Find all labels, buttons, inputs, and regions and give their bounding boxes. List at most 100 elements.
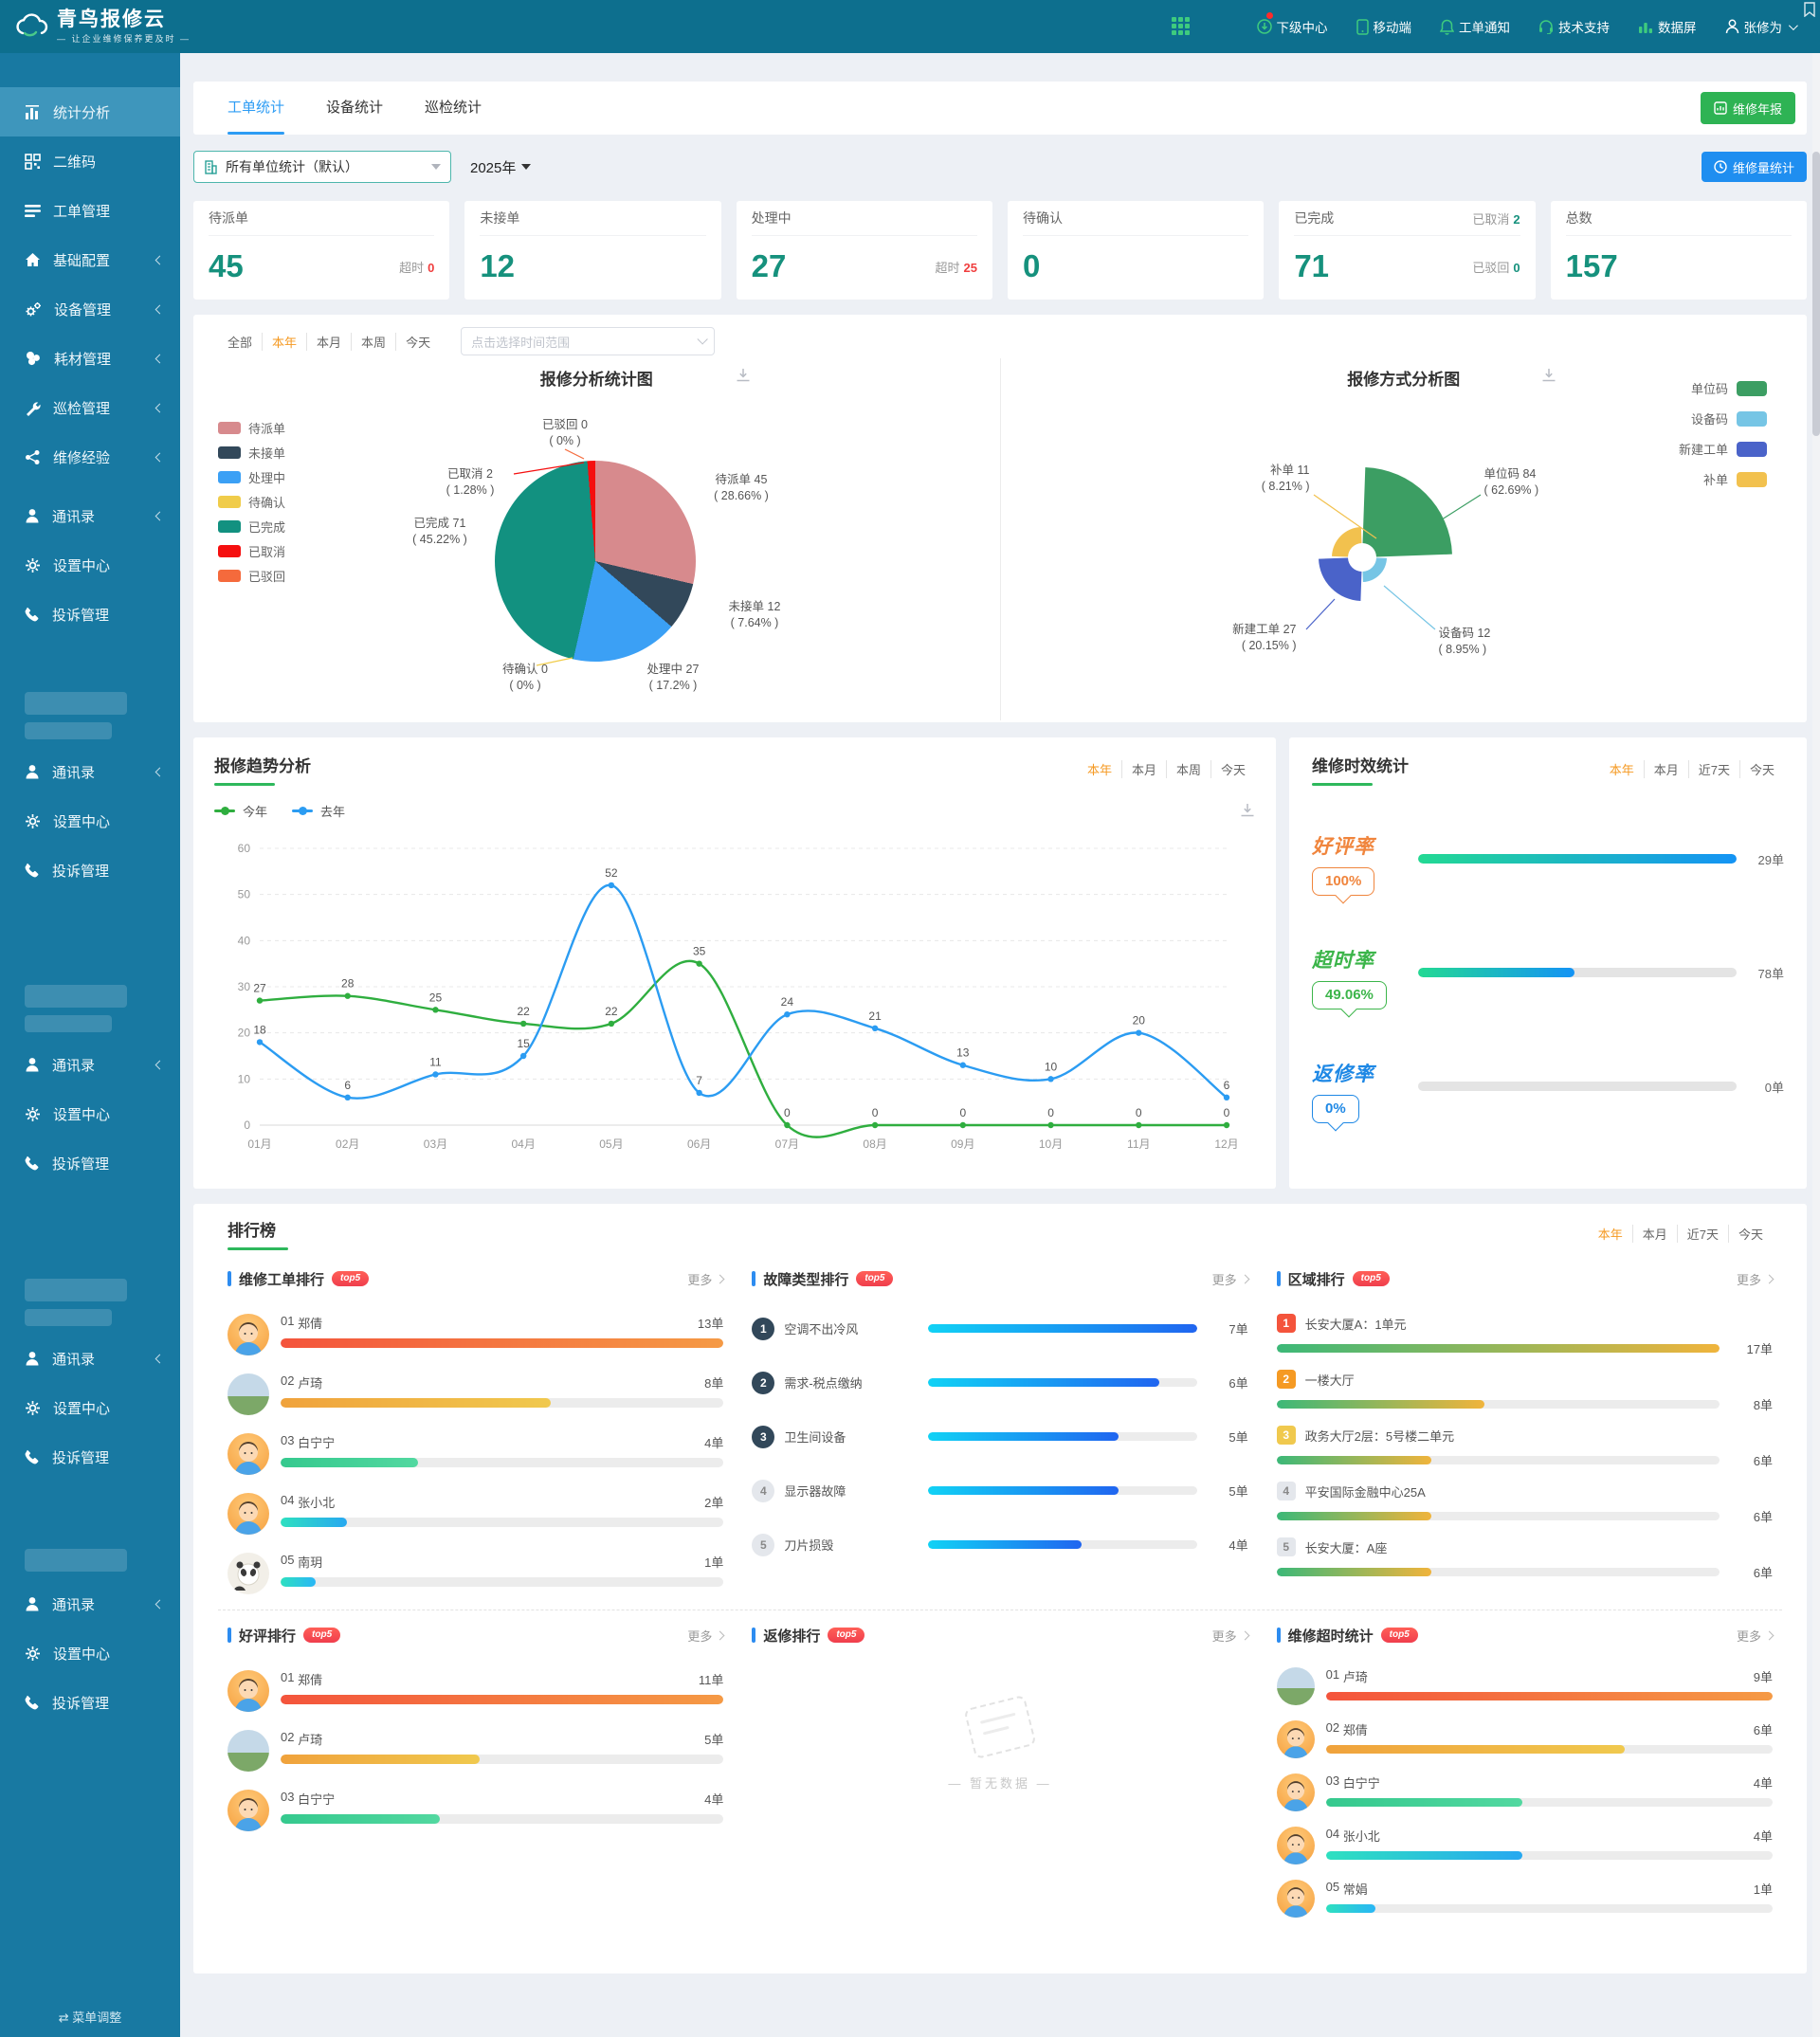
sidebar-item-complaints[interactable]: 投诉管理 (0, 590, 180, 639)
sidebar-item-settings[interactable]: 设置中心 (0, 1383, 180, 1432)
sidebar-item-contacts[interactable]: 通讯录 (0, 1040, 180, 1089)
sidebar-item-contacts[interactable]: 通讯录 (0, 1579, 180, 1628)
metric-bar-track (1418, 968, 1737, 977)
filter-today[interactable]: 今天 (1210, 760, 1255, 778)
year-select[interactable]: 2025年 (470, 157, 532, 177)
sidebar-item-settings[interactable]: 设置中心 (0, 796, 180, 846)
legend-item[interactable]: 待派单 (218, 419, 285, 437)
sidebar-item-inspection[interactable]: 巡检管理 (0, 383, 180, 432)
date-range-input[interactable]: 点击选择时间范围 (461, 327, 716, 355)
legend-item[interactable]: 去年 (292, 802, 345, 820)
sidebar-item-materials[interactable]: 耗材管理 (0, 334, 180, 383)
more-link[interactable]: 更多 (687, 1270, 725, 1288)
filter-this-year[interactable]: 本年 (262, 332, 306, 351)
download-icon[interactable] (1240, 803, 1255, 818)
volume-stats-button[interactable]: 维修量统计 (1701, 152, 1807, 182)
tab-device-stats[interactable]: 设备统计 (326, 100, 384, 116)
ranking-bar-track (281, 1398, 724, 1408)
apps-grid-icon[interactable] (1171, 17, 1191, 36)
ranking-bar-fill (281, 1577, 317, 1587)
sidebar-item-contacts[interactable]: 通讯录 (0, 1334, 180, 1383)
ranking-bar-track (281, 1755, 724, 1764)
ranking-bar-track (281, 1577, 724, 1587)
chevron-right-icon (1764, 1630, 1774, 1640)
legend-item[interactable]: 处理中 (218, 468, 285, 486)
corner-flag-icon[interactable] (1803, 2, 1816, 17)
legend-item[interactable]: 新建工单 (1679, 440, 1767, 458)
more-link[interactable]: 更多 (1737, 1270, 1774, 1288)
sidebar-item-settings[interactable]: 设置中心 (0, 1628, 180, 1678)
filter-today[interactable]: 今天 (395, 332, 440, 351)
legend-item[interactable]: 已完成 (218, 518, 285, 536)
download-icon[interactable] (1541, 368, 1556, 383)
legend-item[interactable]: 未接单 (218, 444, 285, 462)
annual-report-button[interactable]: 维修年报 (1700, 92, 1795, 124)
sidebar-item-settings[interactable]: 设置中心 (0, 1089, 180, 1138)
trend-line-chart[interactable]: 0 10 20 30 40 50 60 01月 02月 03月 04月 05月 06月 07月 08月 09月… (214, 826, 1255, 1164)
chevron-icon (155, 1060, 165, 1069)
legend-item[interactable]: 设备码 (1679, 409, 1767, 427)
filter-this-month[interactable]: 本月 (1631, 1225, 1677, 1243)
filter-this-month[interactable]: 本月 (1643, 760, 1688, 778)
legend-item[interactable]: 今年 (214, 802, 267, 820)
filter-this-year[interactable]: 本年 (1597, 1228, 1623, 1242)
filter-this-week[interactable]: 本周 (1165, 760, 1210, 778)
legend-item[interactable]: 单位码 (1679, 379, 1767, 397)
analysis-pie[interactable] (495, 461, 696, 662)
legend-item[interactable]: 已驳回 (218, 567, 285, 585)
nav-order-notify[interactable]: 工单通知 (1440, 17, 1510, 36)
filter-today[interactable]: 今天 (1727, 1225, 1773, 1243)
filter-this-week[interactable]: 本周 (351, 332, 395, 351)
filter-last-7-days[interactable]: 近7天 (1687, 760, 1739, 778)
filter-this-year[interactable]: 本年 (1086, 763, 1112, 777)
legend-item[interactable]: 补单 (1679, 470, 1767, 488)
sidebar-item-settings[interactable]: 设置中心 (0, 540, 180, 590)
filter-this-year[interactable]: 本年 (1609, 763, 1634, 777)
nav-tech-support[interactable]: 技术支持 (1538, 17, 1610, 36)
svg-text:24: 24 (781, 995, 794, 1009)
user-menu[interactable]: 张修为 (1725, 17, 1798, 36)
more-link[interactable]: 更多 (1212, 1270, 1250, 1288)
sidebar-item-complaints[interactable]: 投诉管理 (0, 846, 180, 895)
tab-inspection-stats[interactable]: 巡检统计 (425, 100, 482, 116)
filter-last-7-days[interactable]: 近7天 (1676, 1225, 1728, 1243)
more-link[interactable]: 更多 (1212, 1627, 1250, 1645)
ranking-row: 4 显示器故障 5单 (752, 1464, 1248, 1518)
sidebar-item-experience[interactable]: 维修经验 (0, 432, 180, 482)
svg-text:03月: 03月 (424, 1137, 447, 1151)
sidebar-item-statistics[interactable]: 统计分析 (0, 87, 180, 136)
filter-all[interactable]: 全部 (228, 335, 253, 350)
sidebar-item-qrcode[interactable]: 二维码 (0, 136, 180, 186)
download-icon[interactable] (736, 368, 751, 383)
svg-text:6: 6 (1224, 1079, 1230, 1092)
app-logo[interactable]: 青鸟报修云 — 让企业维修保养更及时 — (0, 9, 218, 45)
nav-data-screen[interactable]: 数据屏 (1638, 17, 1697, 36)
unit-filter-select[interactable]: 所有单位统计（默认） (193, 151, 451, 183)
legend-item[interactable]: 待确认 (218, 493, 285, 511)
filter-today[interactable]: 今天 (1738, 760, 1784, 778)
more-link[interactable]: 更多 (687, 1627, 725, 1645)
nav-mobile[interactable]: 移动端 (1356, 17, 1411, 36)
filter-this-month[interactable]: 本月 (306, 332, 351, 351)
sidebar-item-complaints[interactable]: 投诉管理 (0, 1432, 180, 1482)
sidebar-item-orders[interactable]: 工单管理 (0, 186, 180, 235)
avatar (228, 1730, 269, 1772)
sidebar-item-contacts[interactable]: 通讯录 (0, 491, 180, 540)
sidebar-item-basic-config[interactable]: 基础配置 (0, 235, 180, 284)
sidebar-item-complaints[interactable]: 投诉管理 (0, 1138, 180, 1188)
nav-sub-center[interactable]: 下级中心 (1256, 12, 1328, 36)
menu-adjust-button[interactable]: ⇄ 菜单调整 (58, 2010, 122, 2025)
ranking-bar-fill (1325, 1904, 1375, 1913)
stat-value: 71 (1294, 248, 1330, 283)
scrollbar-thumb[interactable] (1812, 152, 1820, 436)
time-filter: 全部 本年 本月 本周 今天 点击选择时间范围 (193, 326, 1807, 356)
filter-this-month[interactable]: 本月 (1120, 760, 1166, 778)
ranking-row: 4 平安国际金融中心25A 6单 (1276, 1482, 1773, 1525)
more-link[interactable]: 更多 (1737, 1627, 1774, 1645)
tab-order-stats[interactable]: 工单统计 (228, 82, 285, 135)
legend-item[interactable]: 已取消 (218, 542, 285, 560)
sidebar-item-complaints[interactable]: 投诉管理 (0, 1678, 180, 1727)
sidebar-item-contacts[interactable]: 通讯录 (0, 747, 180, 796)
sidebar-item-devices[interactable]: 设备管理 (0, 284, 180, 334)
svg-text:10: 10 (1045, 1060, 1058, 1073)
